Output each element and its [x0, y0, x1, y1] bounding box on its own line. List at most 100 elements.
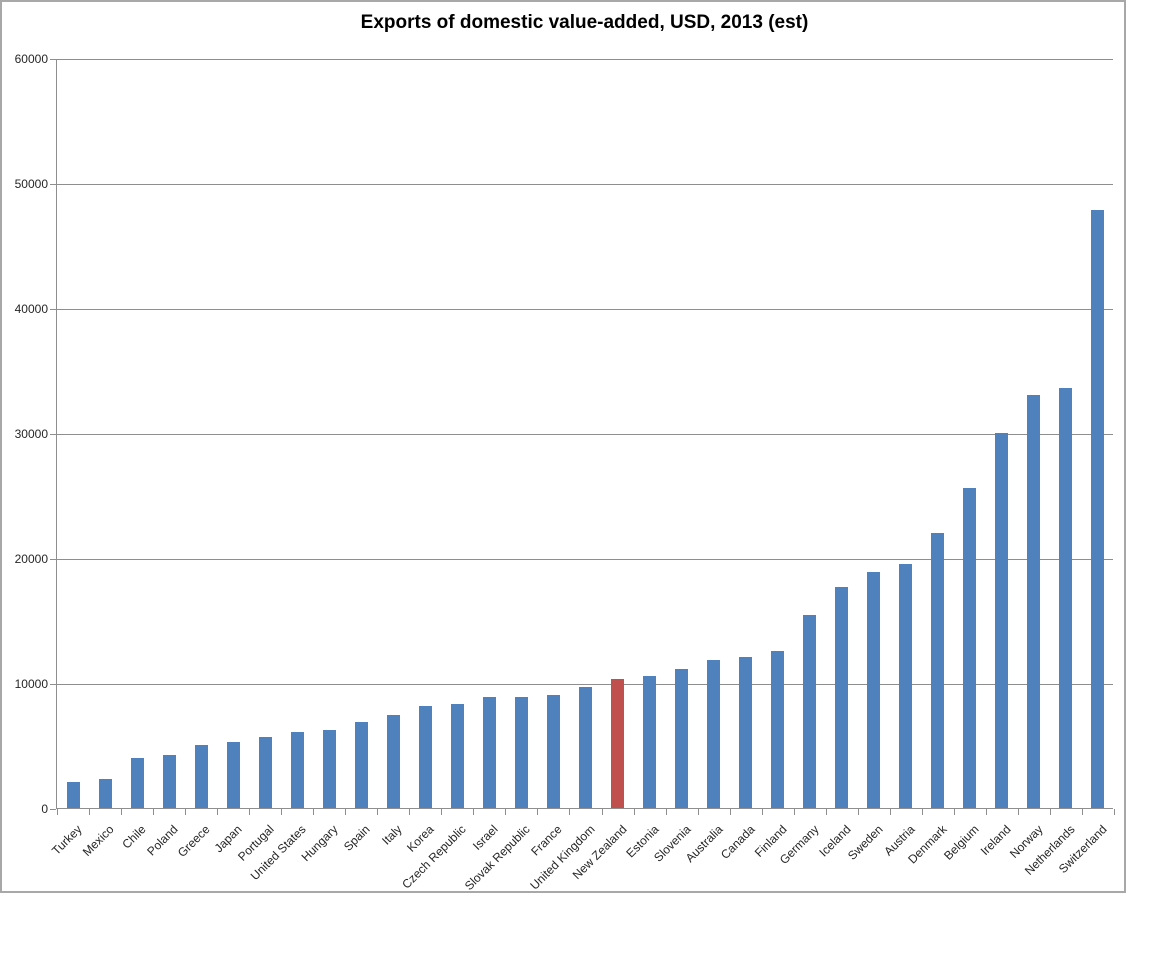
- bar-slot-chile: [121, 59, 153, 808]
- bar-united-kingdom: [578, 687, 592, 808]
- plot-area: [50, 59, 1115, 815]
- bar-slot-belgium: [953, 59, 985, 808]
- bar-portugal: [258, 737, 272, 808]
- bar-israel: [482, 697, 496, 808]
- bar-austria: [898, 564, 912, 808]
- bar-slot-netherlands: [1049, 59, 1081, 808]
- bar-poland: [162, 755, 176, 808]
- bar-slot-turkey: [57, 59, 89, 808]
- bar-australia: [706, 660, 720, 808]
- bar-slot-poland: [153, 59, 185, 808]
- bar-slot-israel: [473, 59, 505, 808]
- y-tick-mark: [50, 309, 56, 310]
- bar-slot-finland: [761, 59, 793, 808]
- x-tick-mark: [473, 809, 475, 815]
- bar-netherlands: [1058, 388, 1072, 808]
- x-tick-mark: [153, 809, 155, 815]
- x-tick-mark: [985, 809, 987, 815]
- bar-slot-korea: [409, 59, 441, 808]
- bar-slot-czech-republic: [441, 59, 473, 808]
- bar-finland: [770, 651, 784, 808]
- y-tick-mark: [50, 59, 56, 60]
- bar-czech-republic: [450, 704, 464, 808]
- bar-spain: [354, 722, 368, 808]
- bar-hungary: [322, 730, 336, 808]
- x-tick-mark: [121, 809, 123, 815]
- bar-slot-france: [537, 59, 569, 808]
- y-tick-mark: [50, 684, 56, 685]
- gridline-20000: [57, 559, 1113, 560]
- bar-norway: [1026, 395, 1040, 808]
- gridline-40000: [57, 309, 1113, 310]
- x-tick-mark: [57, 809, 58, 815]
- bar-france: [546, 695, 560, 808]
- bar-germany: [802, 615, 816, 808]
- bar-new-zealand: [610, 679, 624, 808]
- x-axis: Turkey Mexico Chile Poland Greece Japan Portug…: [49, 811, 1113, 895]
- bar-estonia: [642, 676, 656, 808]
- bar-turkey: [66, 782, 80, 808]
- y-axis: 0 10000 20000 30000 40000 50000 60000: [2, 52, 48, 819]
- bar-slot-australia: [697, 59, 729, 808]
- bar-slot-germany: [793, 59, 825, 808]
- x-tick-mark: [537, 809, 539, 815]
- x-tick-mark: [441, 809, 443, 815]
- x-tick-mark: [377, 809, 379, 815]
- bar-iceland: [834, 587, 848, 808]
- x-tick-mark: [793, 809, 795, 815]
- bar-slot-slovenia: [665, 59, 697, 808]
- bar-slot-austria: [889, 59, 921, 808]
- bar-japan: [226, 742, 240, 808]
- x-tick-mark: [409, 809, 411, 815]
- gridline-10000: [57, 684, 1113, 685]
- bar-slot-portugal: [249, 59, 281, 808]
- x-tick-mark: [1017, 809, 1019, 815]
- bar-slot-new-zealand: [601, 59, 633, 808]
- x-tick-mark: [217, 809, 219, 815]
- bar-slot-slovak-republic: [505, 59, 537, 808]
- bar-ireland: [994, 433, 1008, 808]
- y-tick-label: 20000: [14, 552, 48, 566]
- bar-slot-norway: [1017, 59, 1049, 808]
- bar-united-states: [290, 732, 304, 808]
- bar-canada: [738, 657, 752, 808]
- x-tick-mark: [281, 809, 283, 815]
- x-tick-mark: [185, 809, 187, 815]
- bar-slot-switzerland: [1081, 59, 1113, 808]
- bar-switzerland: [1090, 210, 1104, 808]
- bar-chile: [130, 758, 144, 808]
- x-tick-mark: [249, 809, 251, 815]
- x-tick-mark: [345, 809, 347, 815]
- y-tick-label: 60000: [14, 52, 48, 66]
- bars: [57, 59, 1113, 808]
- bar-slot-italy: [377, 59, 409, 808]
- bar-slot-ireland: [985, 59, 1017, 808]
- gridline-30000: [57, 434, 1113, 435]
- bar-slot-hungary: [313, 59, 345, 808]
- y-tick-mark: [50, 434, 56, 435]
- x-tick-mark: [1114, 809, 1115, 815]
- x-tick-mark: [697, 809, 699, 815]
- bar-slot-japan: [217, 59, 249, 808]
- x-tick-mark: [825, 809, 827, 815]
- bar-mexico: [98, 779, 112, 808]
- gridline-50000: [57, 184, 1113, 185]
- y-tick-label: 10000: [14, 677, 48, 691]
- gridline-60000: [57, 59, 1113, 60]
- bar-greece: [194, 745, 208, 808]
- bar-slot-greece: [185, 59, 217, 808]
- x-tick-mark: [761, 809, 763, 815]
- bar-slot-estonia: [633, 59, 665, 808]
- x-tick-mark: [729, 809, 731, 815]
- x-tick-mark: [505, 809, 507, 815]
- bar-slot-canada: [729, 59, 761, 808]
- y-tick-label: 40000: [14, 302, 48, 316]
- x-tick-mark: [889, 809, 891, 815]
- bar-italy: [386, 715, 400, 808]
- bar-korea: [418, 706, 432, 808]
- x-tick-mark: [313, 809, 315, 815]
- y-tick-label: 30000: [14, 427, 48, 441]
- x-tick-mark: [569, 809, 571, 815]
- chart-frame: Exports of domestic value-added, USD, 20…: [0, 0, 1126, 893]
- bar-slot-united-states: [281, 59, 313, 808]
